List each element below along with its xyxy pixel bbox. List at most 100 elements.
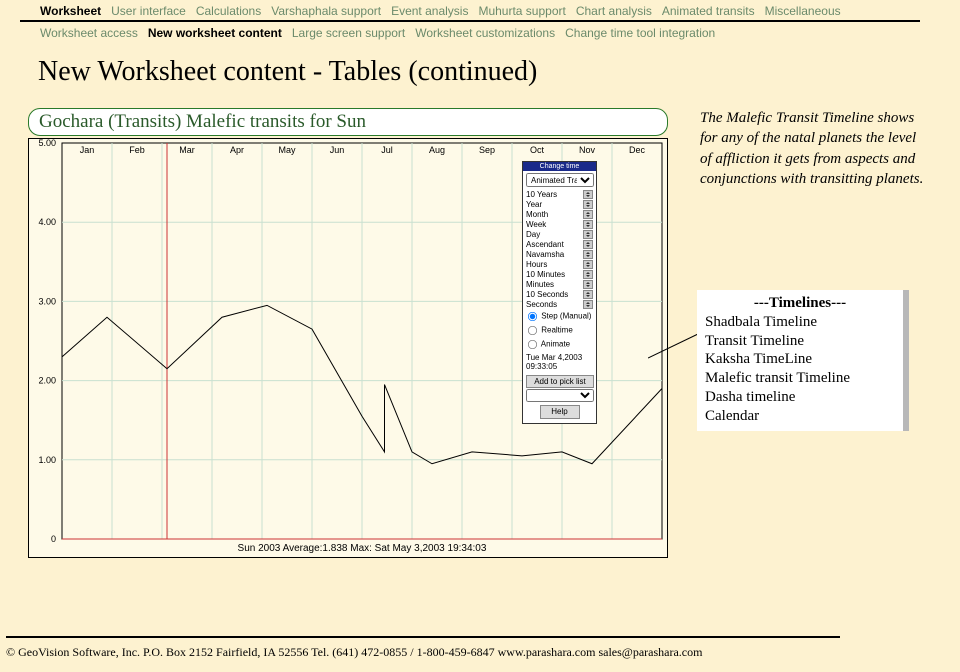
panel-row-month: Month — [523, 210, 596, 219]
timeline-option-kaksha-timeline[interactable]: Kaksha TimeLine — [705, 350, 895, 369]
chart-container: Gochara (Transits) Malefic transits for … — [28, 108, 668, 558]
svg-text:Sun 2003 Average:1.838 Max: Sun 2003 Average:1.838 Max: Sat May 3,20… — [238, 543, 487, 554]
connector-line — [648, 330, 700, 360]
spinner[interactable] — [583, 190, 593, 199]
spinner[interactable] — [583, 300, 593, 309]
spinner[interactable] — [583, 240, 593, 249]
svg-text:5.00: 5.00 — [38, 139, 56, 148]
sub-nav: Worksheet access New worksheet content Lar… — [0, 22, 960, 42]
panel-header: Change time — [523, 162, 596, 171]
subnav-item-change-time-tool-integration[interactable]: Change time tool integration — [565, 26, 715, 40]
panel-row-label: Navamsha — [526, 250, 564, 259]
subnav-item-worksheet-customizations[interactable]: Worksheet customizations — [415, 26, 555, 40]
panel-row-day: Day — [523, 230, 596, 239]
panel-row-week: Week — [523, 220, 596, 229]
timestamp: Tue Mar 4,2003 09:33:05 — [523, 353, 596, 373]
svg-text:Apr: Apr — [230, 145, 244, 155]
svg-text:0: 0 — [51, 534, 56, 544]
svg-text:Sep: Sep — [479, 145, 495, 155]
svg-text:1.00: 1.00 — [38, 455, 56, 465]
nav-item-event-analysis[interactable]: Event analysis — [391, 4, 468, 18]
svg-text:3.00: 3.00 — [38, 296, 56, 306]
panel-row-label: Week — [526, 220, 546, 229]
panel-row-label: 10 Seconds — [526, 290, 568, 299]
subnav-item-new-worksheet-content[interactable]: New worksheet content — [148, 26, 282, 40]
nav-item-worksheet[interactable]: Worksheet — [40, 4, 101, 18]
svg-text:Jun: Jun — [330, 145, 345, 155]
radio-input[interactable] — [528, 340, 537, 349]
panel-row-label: Month — [526, 210, 548, 219]
panel-row-seconds: Seconds — [523, 300, 596, 309]
spinner[interactable] — [583, 250, 593, 259]
spinner[interactable] — [583, 290, 593, 299]
spinner[interactable] — [583, 280, 593, 289]
subnav-item-worksheet-access[interactable]: Worksheet access — [40, 26, 138, 40]
svg-text:Jul: Jul — [381, 145, 393, 155]
svg-text:2.00: 2.00 — [38, 376, 56, 386]
panel-row-label: Ascendant — [526, 240, 564, 249]
spinner[interactable] — [583, 230, 593, 239]
svg-text:Oct: Oct — [530, 145, 545, 155]
radio-step-manual-[interactable]: Step (Manual) — [523, 310, 596, 323]
add-pick-button[interactable]: Add to pick list — [526, 375, 594, 388]
panel-row-navamsha: Navamsha — [523, 250, 596, 259]
svg-text:Feb: Feb — [129, 145, 145, 155]
nav-item-chart-analysis[interactable]: Chart analysis — [576, 4, 652, 18]
svg-text:Jan: Jan — [80, 145, 95, 155]
subnav-item-large-screen-support[interactable]: Large screen support — [292, 26, 405, 40]
timeline-option-calendar[interactable]: Calendar — [705, 407, 895, 426]
change-time-panel: Change time Animated Trans 10 YearsYearM… — [522, 161, 597, 424]
timeline-option-dasha-timeline[interactable]: Dasha timeline — [705, 388, 895, 407]
chart-title: Gochara (Transits) Malefic transits for … — [28, 108, 668, 136]
panel-row-label: Year — [526, 200, 542, 209]
spinner[interactable] — [583, 220, 593, 229]
panel-row-label: Seconds — [526, 300, 557, 309]
chart-area: 0 1.00 2.00 3.00 4.00 5.00 Jan Feb Mar Apr May Jun J… — [28, 138, 668, 558]
panel-row-ascendant: Ascendant — [523, 240, 596, 249]
panel-row-label: 10 Years — [526, 190, 557, 199]
timeline-option-malefic-transit-timeline[interactable]: Malefic transit Timeline — [705, 369, 895, 388]
panel-row-label: Minutes — [526, 280, 554, 289]
radio-animate[interactable]: Animate — [523, 338, 596, 351]
spinner[interactable] — [583, 260, 593, 269]
timelines-dropdown: ---Timelines--- Shadbala TimelineTransit… — [697, 290, 909, 431]
nav-item-varshaphala-support[interactable]: Varshaphala support — [271, 4, 381, 18]
footer-divider — [6, 636, 840, 638]
panel-row-minutes: Minutes — [523, 280, 596, 289]
timeline-option-transit-timeline[interactable]: Transit Timeline — [705, 332, 895, 351]
dropdown-title: ---Timelines--- — [705, 294, 895, 313]
panel-row-10-years: 10 Years — [523, 190, 596, 199]
svg-text:Dec: Dec — [629, 145, 646, 155]
panel-row-label: Hours — [526, 260, 547, 269]
svg-text:4.00: 4.00 — [38, 217, 56, 227]
panel-row-hours: Hours — [523, 260, 596, 269]
footer-text: © GeoVision Software, Inc. P.O. Box 2152… — [6, 645, 702, 660]
radio-input[interactable] — [528, 326, 537, 335]
pick-list-select[interactable] — [526, 389, 594, 402]
help-button[interactable]: Help — [540, 405, 580, 419]
nav-item-muhurta-support[interactable]: Muhurta support — [478, 4, 565, 18]
panel-row-year: Year — [523, 200, 596, 209]
timestamp-time: 09:33:05 — [526, 363, 593, 372]
panel-row-10-minutes: 10 Minutes — [523, 270, 596, 279]
top-nav: Worksheet User interface Calculations Varsh… — [0, 0, 960, 20]
panel-mode-select[interactable]: Animated Trans — [526, 173, 594, 187]
panel-row-label: 10 Minutes — [526, 270, 565, 279]
spinner[interactable] — [583, 270, 593, 279]
nav-item-animated-transits[interactable]: Animated transits — [662, 4, 755, 18]
svg-text:May: May — [278, 145, 296, 155]
spinner[interactable] — [583, 210, 593, 219]
svg-text:Mar: Mar — [179, 145, 195, 155]
description-text: The Malefic Transit Timeline shows for a… — [700, 108, 930, 189]
radio-input[interactable] — [528, 312, 537, 321]
nav-item-calculations[interactable]: Calculations — [196, 4, 261, 18]
timeline-option-shadbala-timeline[interactable]: Shadbala Timeline — [705, 313, 895, 332]
page-title: New Worksheet content - Tables (continue… — [0, 42, 960, 98]
panel-row-10-seconds: 10 Seconds — [523, 290, 596, 299]
nav-item-miscellaneous[interactable]: Miscellaneous — [765, 4, 841, 18]
svg-text:Nov: Nov — [579, 145, 596, 155]
spinner[interactable] — [583, 200, 593, 209]
nav-item-user-interface[interactable]: User interface — [111, 4, 186, 18]
panel-row-label: Day — [526, 230, 540, 239]
radio-realtime[interactable]: Realtime — [523, 324, 596, 337]
